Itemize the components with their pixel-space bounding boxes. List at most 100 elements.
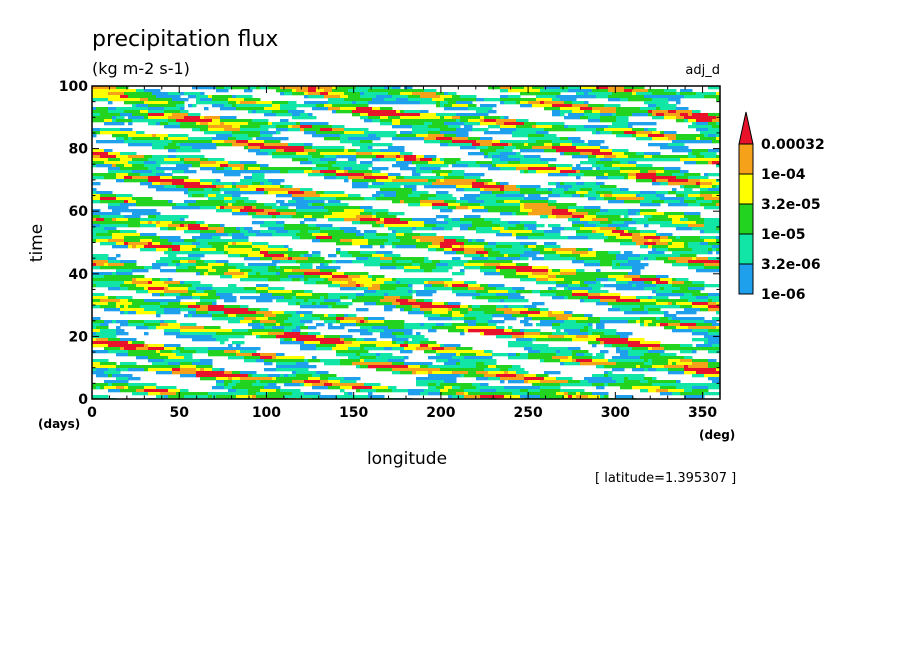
field-cell: [108, 170, 121, 174]
field-cell: [148, 221, 153, 225]
field-cell: [196, 302, 213, 306]
field-cell: [340, 227, 357, 231]
field-cell: [584, 125, 597, 129]
field-cell: [600, 341, 605, 345]
field-cell: [208, 197, 225, 201]
field-cell: [280, 278, 293, 282]
field-cell: [628, 233, 633, 237]
field-cell: [328, 200, 341, 204]
field-cell: [668, 137, 673, 141]
field-cell: [472, 248, 485, 252]
field-cell: [128, 287, 145, 291]
field-cell: [92, 305, 101, 309]
field-cell: [124, 131, 137, 135]
field-cell: [228, 314, 237, 318]
field-cell: [384, 215, 397, 219]
field-cell: [252, 170, 265, 174]
field-cell: [656, 107, 661, 111]
field-cell: [280, 323, 289, 327]
field-cell: [552, 224, 561, 228]
field-cell: [456, 188, 465, 192]
field-cell: [488, 167, 501, 171]
field-cell: [296, 206, 313, 210]
field-cell: [532, 125, 537, 129]
field-cell: [296, 293, 313, 297]
field-cell: [588, 290, 593, 294]
field-cell: [652, 281, 657, 285]
field-cell: [536, 197, 549, 201]
field-cell: [280, 272, 297, 276]
field-cell: [232, 122, 241, 126]
field-cell: [132, 266, 145, 270]
field-cell: [444, 161, 453, 165]
field-cell: [512, 287, 525, 291]
field-cell: [360, 365, 365, 369]
field-cell: [500, 185, 505, 189]
field-cell: [228, 356, 233, 360]
field-cell: [404, 185, 417, 189]
field-cell: [224, 395, 237, 399]
field-cell: [492, 311, 505, 315]
field-cell: [692, 149, 709, 153]
field-cell: [144, 350, 157, 354]
field-cell: [452, 137, 469, 141]
field-cell: [652, 131, 661, 135]
field-cell: [352, 206, 361, 210]
field-cell: [132, 101, 145, 105]
field-cell: [152, 140, 169, 144]
field-cell: [380, 368, 393, 372]
field-cell: [400, 110, 405, 114]
field-cell: [516, 332, 525, 336]
field-cell: [556, 329, 561, 333]
field-cell: [276, 314, 293, 318]
field-cell: [376, 98, 385, 102]
field-cell: [384, 281, 397, 285]
field-cell: [264, 362, 273, 366]
field-cell: [232, 197, 241, 201]
field-cell: [676, 194, 685, 198]
field-cell: [124, 281, 133, 285]
field-cell: [604, 383, 609, 387]
field-cell: [428, 248, 437, 252]
field-cell: [92, 293, 105, 297]
field-cell: [432, 170, 437, 174]
field-cell: [196, 395, 205, 399]
field-cell: [492, 161, 501, 165]
field-cell: [364, 365, 369, 369]
field-cell: [180, 350, 189, 354]
field-cell: [116, 233, 125, 237]
field-cell: [260, 164, 269, 168]
field-cell: [188, 221, 197, 225]
field-cell: [676, 260, 689, 264]
field-cell: [176, 290, 189, 294]
field-cell: [572, 104, 589, 108]
field-cell: [316, 149, 325, 153]
field-cell: [580, 188, 593, 192]
field-cell: [100, 113, 113, 117]
field-cell: [308, 158, 321, 162]
field-cell: [688, 299, 693, 303]
field-cell: [100, 362, 117, 366]
field-cell: [336, 131, 345, 135]
field-cell: [276, 389, 281, 393]
field-cell: [684, 119, 689, 123]
field-cell: [136, 116, 145, 120]
field-cell: [532, 266, 549, 270]
field-cell: [412, 131, 429, 135]
field-cell: [528, 356, 537, 360]
field-cell: [284, 251, 293, 255]
field-cell: [572, 260, 585, 264]
field-cell: [92, 323, 101, 327]
field-cell: [356, 389, 361, 393]
field-cell: [604, 365, 621, 369]
field-cell: [652, 137, 669, 141]
field-cell: [592, 359, 609, 363]
field-cell: [324, 236, 329, 240]
field-cell: [488, 386, 505, 390]
field-cell: [200, 158, 209, 162]
field-cell: [688, 326, 701, 330]
field-cell: [216, 308, 221, 312]
field-cell: [412, 392, 421, 396]
field-cell: [476, 230, 485, 234]
field-cell: [148, 392, 161, 396]
